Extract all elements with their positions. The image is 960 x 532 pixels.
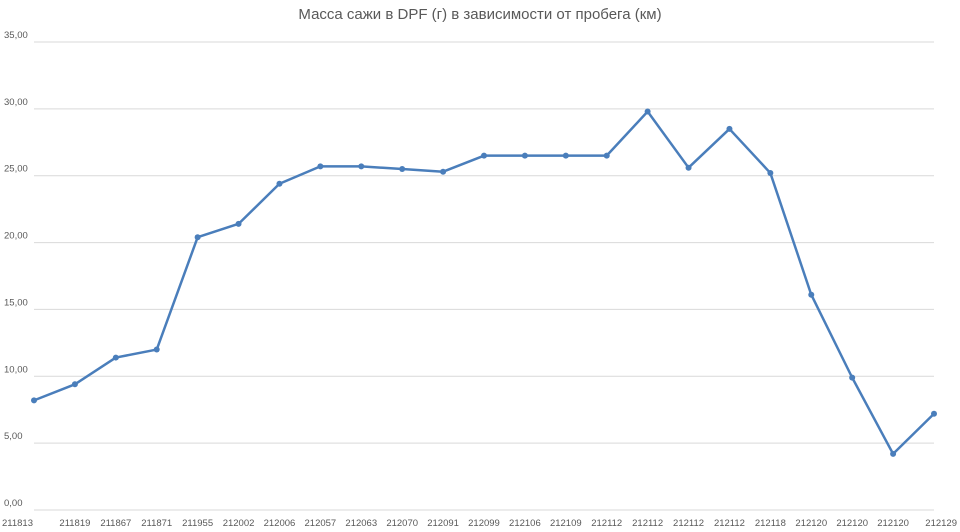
y-tick-label: 35,00 — [4, 30, 28, 41]
data-point — [31, 397, 37, 404]
x-tick-label: 212091 — [427, 518, 459, 529]
data-point — [358, 163, 365, 170]
series-line — [33, 110, 935, 456]
y-tick-label: 10,00 — [4, 364, 28, 375]
data-point — [808, 291, 815, 298]
data-point — [603, 152, 610, 159]
x-tick-label: 212063 — [345, 518, 377, 529]
data-point — [276, 180, 283, 187]
x-tick-label: 211813 — [2, 518, 33, 529]
data-point — [562, 152, 569, 159]
data-point — [194, 234, 201, 241]
data-point — [317, 163, 324, 170]
data-point — [521, 152, 528, 159]
x-tick-label: 211955 — [182, 518, 213, 529]
data-point — [153, 346, 160, 353]
x-tick-label: 212002 — [223, 518, 255, 529]
y-tick-label: 5,00 — [4, 431, 23, 442]
x-tick-label: 212112 — [591, 518, 622, 529]
chart-title: Масса сажи в DPF (г) в зависимости от пр… — [298, 6, 661, 23]
gridlines — [34, 41, 934, 511]
x-tick-label: 212112 — [673, 518, 704, 529]
x-tick-label: 212120 — [795, 518, 827, 529]
data-point — [112, 354, 119, 361]
x-tick-label: 212120 — [877, 518, 909, 529]
data-point — [849, 374, 856, 381]
x-tick-label: 211867 — [100, 518, 131, 529]
x-tick-label: 212129 — [925, 518, 957, 529]
y-axis-ticks: 0,00 5,00 10,00 15,00 20,00 25,00 30,00 35,00 — [4, 30, 28, 509]
data-point — [931, 410, 937, 417]
y-tick-label: 20,00 — [4, 231, 28, 242]
x-axis-ticks: 211813 211819 211867 211871 211955 212002 2120… — [2, 518, 957, 529]
data-point — [481, 152, 487, 159]
data-point — [767, 170, 774, 177]
data-point — [71, 381, 78, 388]
x-tick-label: 211871 — [141, 518, 172, 529]
y-tick-label: 0,00 — [4, 498, 23, 509]
data-point — [235, 220, 242, 227]
data-point — [685, 164, 692, 171]
x-tick-label: 212112 — [714, 518, 745, 529]
data-point — [890, 450, 897, 457]
y-tick-label: 15,00 — [4, 297, 28, 308]
data-point — [644, 108, 651, 115]
x-tick-label: 212099 — [468, 518, 500, 529]
x-tick-label: 211819 — [59, 518, 90, 529]
x-tick-label: 212006 — [264, 518, 296, 529]
data-point — [440, 168, 447, 175]
data-point — [399, 166, 406, 173]
data-point — [726, 125, 733, 132]
series-layer — [31, 108, 937, 457]
x-tick-label: 212109 — [550, 518, 582, 529]
x-tick-label: 212070 — [386, 518, 418, 529]
x-tick-label: 212112 — [632, 518, 663, 529]
y-tick-label: 25,00 — [4, 164, 28, 175]
x-tick-label: 212118 — [755, 518, 786, 529]
x-tick-label: 212106 — [509, 518, 541, 529]
x-tick-label: 212120 — [836, 518, 868, 529]
x-tick-label: 212057 — [305, 518, 337, 529]
y-tick-label: 30,00 — [4, 97, 28, 108]
